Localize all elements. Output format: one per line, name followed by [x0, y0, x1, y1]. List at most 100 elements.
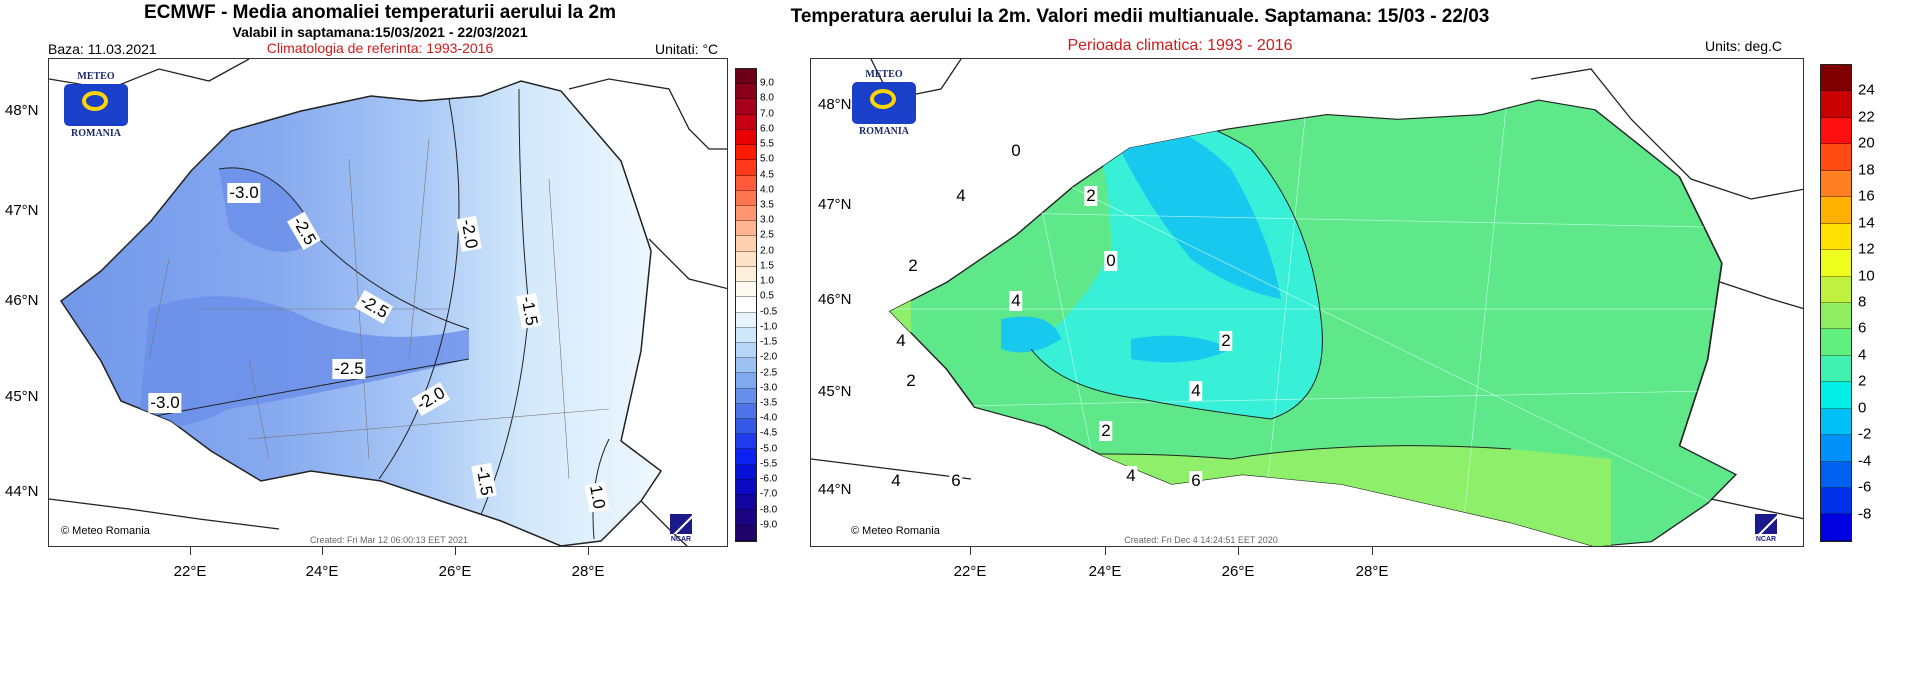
- contour-label: 2: [906, 256, 920, 276]
- colorbar-label: -2.5: [760, 367, 778, 379]
- colorbar-swatch: [736, 495, 756, 511]
- colorbar-label: 2.0: [760, 245, 774, 257]
- lat-label: 44°N: [818, 481, 852, 498]
- colorbar-swatch: [736, 251, 756, 267]
- colorbar-label: 0.5: [760, 290, 774, 302]
- left-base-date: Baza: 11.03.2021: [48, 41, 157, 57]
- lat-label: 48°N: [818, 96, 852, 113]
- colorbar-swatch: [736, 479, 756, 496]
- colorbar-swatch: [1821, 329, 1851, 356]
- colorbar-swatch: [736, 84, 756, 100]
- colorbar-label: 20: [1858, 134, 1875, 152]
- colorbar-swatch: [736, 190, 756, 206]
- colorbar-swatch: [736, 282, 756, 298]
- lon-label: 24°E: [1088, 563, 1122, 580]
- lon-label: 28°E: [1355, 563, 1389, 580]
- colorbar-swatch: [736, 373, 756, 389]
- left-created: Created: Fri Mar 12 06:00:13 EET 2021: [310, 535, 468, 545]
- lat-label: 46°N: [5, 292, 39, 309]
- colorbar-swatch: [1821, 488, 1851, 515]
- contour-label: 2: [904, 371, 918, 391]
- right-created: Created: Fri Dec 4 14:24:51 EET 2020: [1124, 535, 1278, 545]
- left-map: -3.0 -2.5 -2.0 -2.5 -1.5 -3.0 -2.5 -2.0 …: [48, 58, 728, 547]
- neighbor-borders: [811, 59, 1803, 520]
- colorbar-label: 7.0: [760, 108, 774, 120]
- lon-label: 28°E: [571, 563, 605, 580]
- colorbar-label: 6.0: [760, 123, 774, 135]
- right-period: Perioada climatica: 1993 - 2016: [1067, 37, 1293, 54]
- lat-label: 46°N: [818, 291, 852, 308]
- colorbar-label: 4.0: [760, 184, 774, 196]
- colorbar-label: -2.0: [760, 351, 778, 363]
- colorbar-label: -8: [1858, 505, 1872, 523]
- colorbar-label: -9.0: [760, 519, 778, 531]
- colorbar-swatch: [1821, 223, 1851, 251]
- colorbar-swatch: [736, 129, 756, 146]
- lat-label: 45°N: [5, 388, 39, 405]
- left-map-subtitle: Valabil in saptamana:15/03/2021 - 22/03/…: [232, 24, 528, 40]
- ncar-text: NCAR: [670, 536, 692, 543]
- contour-label: 6: [949, 471, 963, 491]
- lat-label: 45°N: [818, 383, 852, 400]
- colorbar-label: -5.5: [760, 458, 778, 470]
- colorbar-swatch: [736, 236, 756, 252]
- lat-label: 44°N: [5, 483, 39, 500]
- colorbar-swatch: [1821, 408, 1851, 436]
- contour-label: 0: [1009, 141, 1023, 161]
- ncar-logo: NCAR: [661, 514, 701, 543]
- colorbar-label: -0.5: [760, 306, 778, 318]
- contour-label: 4: [1124, 466, 1138, 486]
- colorbar-swatch: [1821, 144, 1851, 171]
- colorbar-swatch: [736, 342, 756, 359]
- colorbar-label: 8.0: [760, 92, 774, 104]
- left-map-title: ECMWF - Media anomaliei temperaturii aer…: [144, 2, 616, 23]
- colorbar-swatch: [736, 358, 756, 374]
- colorbar-swatch: [1821, 355, 1851, 383]
- colorbar-swatch: [736, 205, 756, 222]
- colorbar-label: 0: [1858, 399, 1867, 417]
- colorbar-label: -6: [1858, 478, 1872, 496]
- contour-label: -3.0: [148, 393, 182, 413]
- lon-label: 26°E: [1221, 563, 1255, 580]
- contour-label: -2.5: [332, 359, 366, 379]
- colorbar-swatch: [1821, 250, 1851, 277]
- colorbar-label: -4.0: [760, 412, 778, 424]
- colorbar-swatch: [1821, 197, 1851, 224]
- colorbar-label: -4: [1858, 452, 1872, 470]
- colorbar-swatch: [736, 449, 756, 465]
- colorbar-swatch: [736, 388, 756, 404]
- colorbar-label: 9.0: [760, 77, 774, 89]
- lon-label: 22°E: [953, 563, 987, 580]
- colorbar-label: 18: [1858, 161, 1875, 179]
- colorbar-swatch: [736, 145, 756, 161]
- colorbar-swatch: [1821, 302, 1851, 330]
- colorbar-label: 5.5: [760, 138, 774, 150]
- colorbar-swatch: [1821, 65, 1851, 92]
- colorbar-swatch: [736, 69, 756, 85]
- colorbar-label: -6.0: [760, 473, 778, 485]
- left-climatology: Climatologia de referinta: 1993-2016: [266, 40, 494, 56]
- colorbar-label: 5.0: [760, 153, 774, 165]
- colorbar-label: 3.5: [760, 199, 774, 211]
- lon-label: 24°E: [305, 563, 339, 580]
- colorbar-swatch: [1821, 461, 1851, 488]
- ncar-logo: NCAR: [1746, 514, 1786, 543]
- logo-top-text: METEO: [77, 71, 115, 82]
- colorbar-label: 8: [1858, 293, 1867, 311]
- colorbar-swatch: [736, 327, 756, 343]
- romania-shape: [59, 80, 663, 546]
- colorbar-label: -8.0: [760, 504, 778, 516]
- left-units: Unitati: °C: [655, 41, 719, 57]
- colorbar-label: 4.5: [760, 169, 774, 181]
- colorbar-swatch: [736, 99, 756, 115]
- ncar-text: NCAR: [1755, 536, 1777, 543]
- right-units: Units: deg.C: [1705, 38, 1783, 54]
- logo-bottom-text: ROMANIA: [859, 126, 909, 137]
- colorbar-label: 10: [1858, 267, 1875, 285]
- colorbar-swatch: [1821, 91, 1851, 118]
- right-colorbar: [1820, 64, 1852, 542]
- colorbar-label: 6: [1858, 319, 1867, 337]
- colorbar-label: 22: [1858, 108, 1875, 126]
- contour-label: -3.0: [227, 183, 261, 203]
- colorbar-label: 2.5: [760, 229, 774, 241]
